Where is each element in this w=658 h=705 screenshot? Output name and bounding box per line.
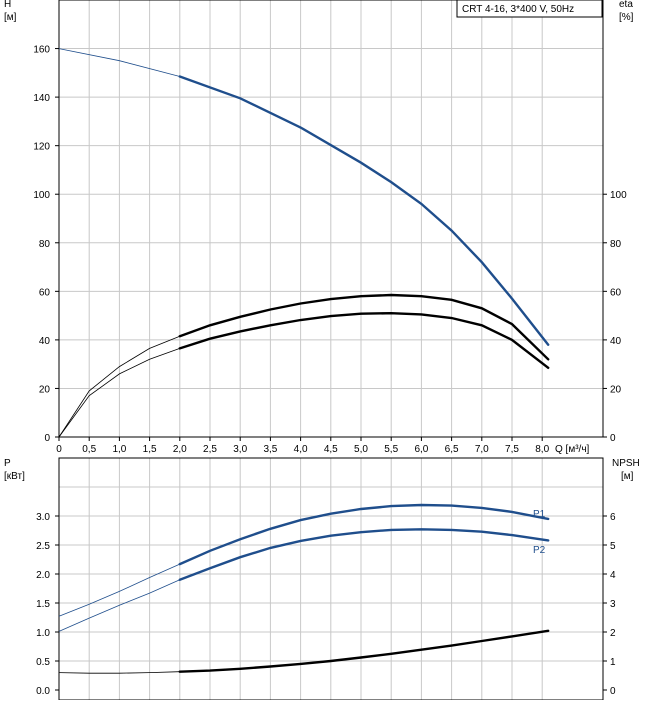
top-left-tick-label: 20 (39, 384, 51, 395)
top-left-tick-label: 140 (33, 93, 50, 104)
x-tick-label: 6,5 (445, 444, 459, 455)
bottom-right-axis-ticks: 0 1 2 3 4 5 6 (603, 512, 616, 697)
npsh-curve (58, 630, 549, 674)
top-right-axis-ticks: 0 20 40 60 80 100 (603, 190, 627, 444)
top-right-tick-label: 60 (610, 287, 622, 298)
x-tick-label: 7,5 (505, 444, 519, 455)
top-right-tick-label: 0 (610, 433, 616, 444)
bottom-left-axis-ticks: 0.0 0.5 1.0 1.5 2.0 2.5 3.0 (36, 512, 59, 697)
x-tick-label: 0 (56, 444, 62, 455)
bottom-right-axis-title: NPSH (612, 458, 640, 469)
p1-power-operating-range (178, 503, 550, 566)
bottom-right-tick-label: 0 (610, 686, 616, 697)
head-operating-range (178, 75, 550, 346)
efficiency-curve (58, 294, 549, 438)
series-label-p2: P2 (533, 545, 546, 556)
x-tick-label: 8,0 (535, 444, 549, 455)
x-tick-label: 4,0 (294, 444, 308, 455)
x-tick-label: 6,0 (414, 444, 428, 455)
bottom-left-tick-label: 2.5 (36, 541, 50, 552)
bottom-right-tick-label: 6 (610, 512, 616, 523)
x-tick-label: 3,5 (263, 444, 277, 455)
efficiency-total-operating-range (178, 311, 550, 369)
top-left-tick-label: 0 (44, 433, 50, 444)
bottom-right-tick-label: 4 (610, 570, 616, 581)
bottom-left-axis-unit: [кВт] (4, 471, 25, 482)
npsh-operating-range (178, 629, 550, 673)
top-left-tick-label: 80 (39, 239, 51, 250)
x-tick-label: 3,0 (233, 444, 247, 455)
bottom-left-tick-label: 0.5 (36, 657, 50, 668)
bottom-right-tick-label: 2 (610, 628, 616, 639)
bottom-left-tick-label: 0.0 (36, 686, 50, 697)
bottom-left-tick-label: 3.0 (36, 512, 50, 523)
bottom-right-tick-label: 5 (610, 541, 616, 552)
bottom-right-tick-label: 1 (610, 657, 616, 668)
top-left-axis-unit: [м] (4, 12, 17, 23)
bottom-left-tick-label: 1.5 (36, 599, 50, 610)
top-chart-curves (58, 48, 550, 438)
bottom-left-tick-label: 1.0 (36, 628, 50, 639)
x-tick-label: 1,5 (143, 444, 157, 455)
p1-power-curve (58, 504, 549, 617)
x-tick-label: 5,0 (354, 444, 368, 455)
p2-power-operating-range (178, 528, 550, 581)
top-left-axis-ticks: 0 20 40 60 80 100 120 140 160 (33, 45, 59, 444)
top-right-tick-label: 20 (610, 384, 622, 395)
legend-box (456, 0, 603, 18)
top-left-tick-label: 40 (39, 336, 51, 347)
bottom-right-tick-label: 3 (610, 599, 616, 610)
top-chart-grid (59, 0, 603, 437)
top-right-tick-label: 80 (610, 239, 622, 250)
x-tick-label: 5,5 (384, 444, 398, 455)
x-tick-label: 0,5 (82, 444, 96, 455)
top-left-tick-label: 100 (33, 190, 50, 201)
x-tick-label: 4,5 (324, 444, 338, 455)
legend-label: CRT 4-16, 3*400 V, 50Hz (462, 4, 574, 15)
efficiency-total-curve (58, 312, 549, 438)
bottom-left-tick-label: 2.0 (36, 570, 50, 581)
x-tick-label: 2,0 (173, 444, 187, 455)
bottom-right-axis-unit: [м] (621, 471, 634, 482)
bottom-left-axis-title: P (4, 458, 11, 469)
top-left-tick-label: 120 (33, 142, 50, 153)
top-left-axis-title: H (4, 0, 11, 10)
x-tick-label: 7,0 (475, 444, 489, 455)
x-tick-label: 2,5 (203, 444, 217, 455)
x-axis-label: Q [м³/ч] (555, 444, 590, 455)
x-tick-label: 1,0 (112, 444, 126, 455)
top-left-tick-label: 160 (33, 45, 50, 56)
series-label-p1: P1 (533, 509, 546, 520)
top-left-tick-label: 60 (39, 287, 51, 298)
top-right-tick-label: 100 (610, 190, 627, 201)
efficiency-operating-range (178, 293, 550, 361)
head-curve (58, 48, 549, 345)
top-right-tick-label: 40 (610, 336, 622, 347)
top-right-axis-unit: [%] (619, 12, 634, 23)
top-right-axis-title: eta (619, 0, 633, 10)
bottom-chart-curves (58, 503, 550, 674)
bottom-chart-grid (59, 458, 603, 700)
x-axis-ticks: 0 0,5 1,0 1,5 2,0 2,5 3,0 3,5 4,0 4,5 5,0 5,5 6,0 6,5… (56, 437, 550, 455)
